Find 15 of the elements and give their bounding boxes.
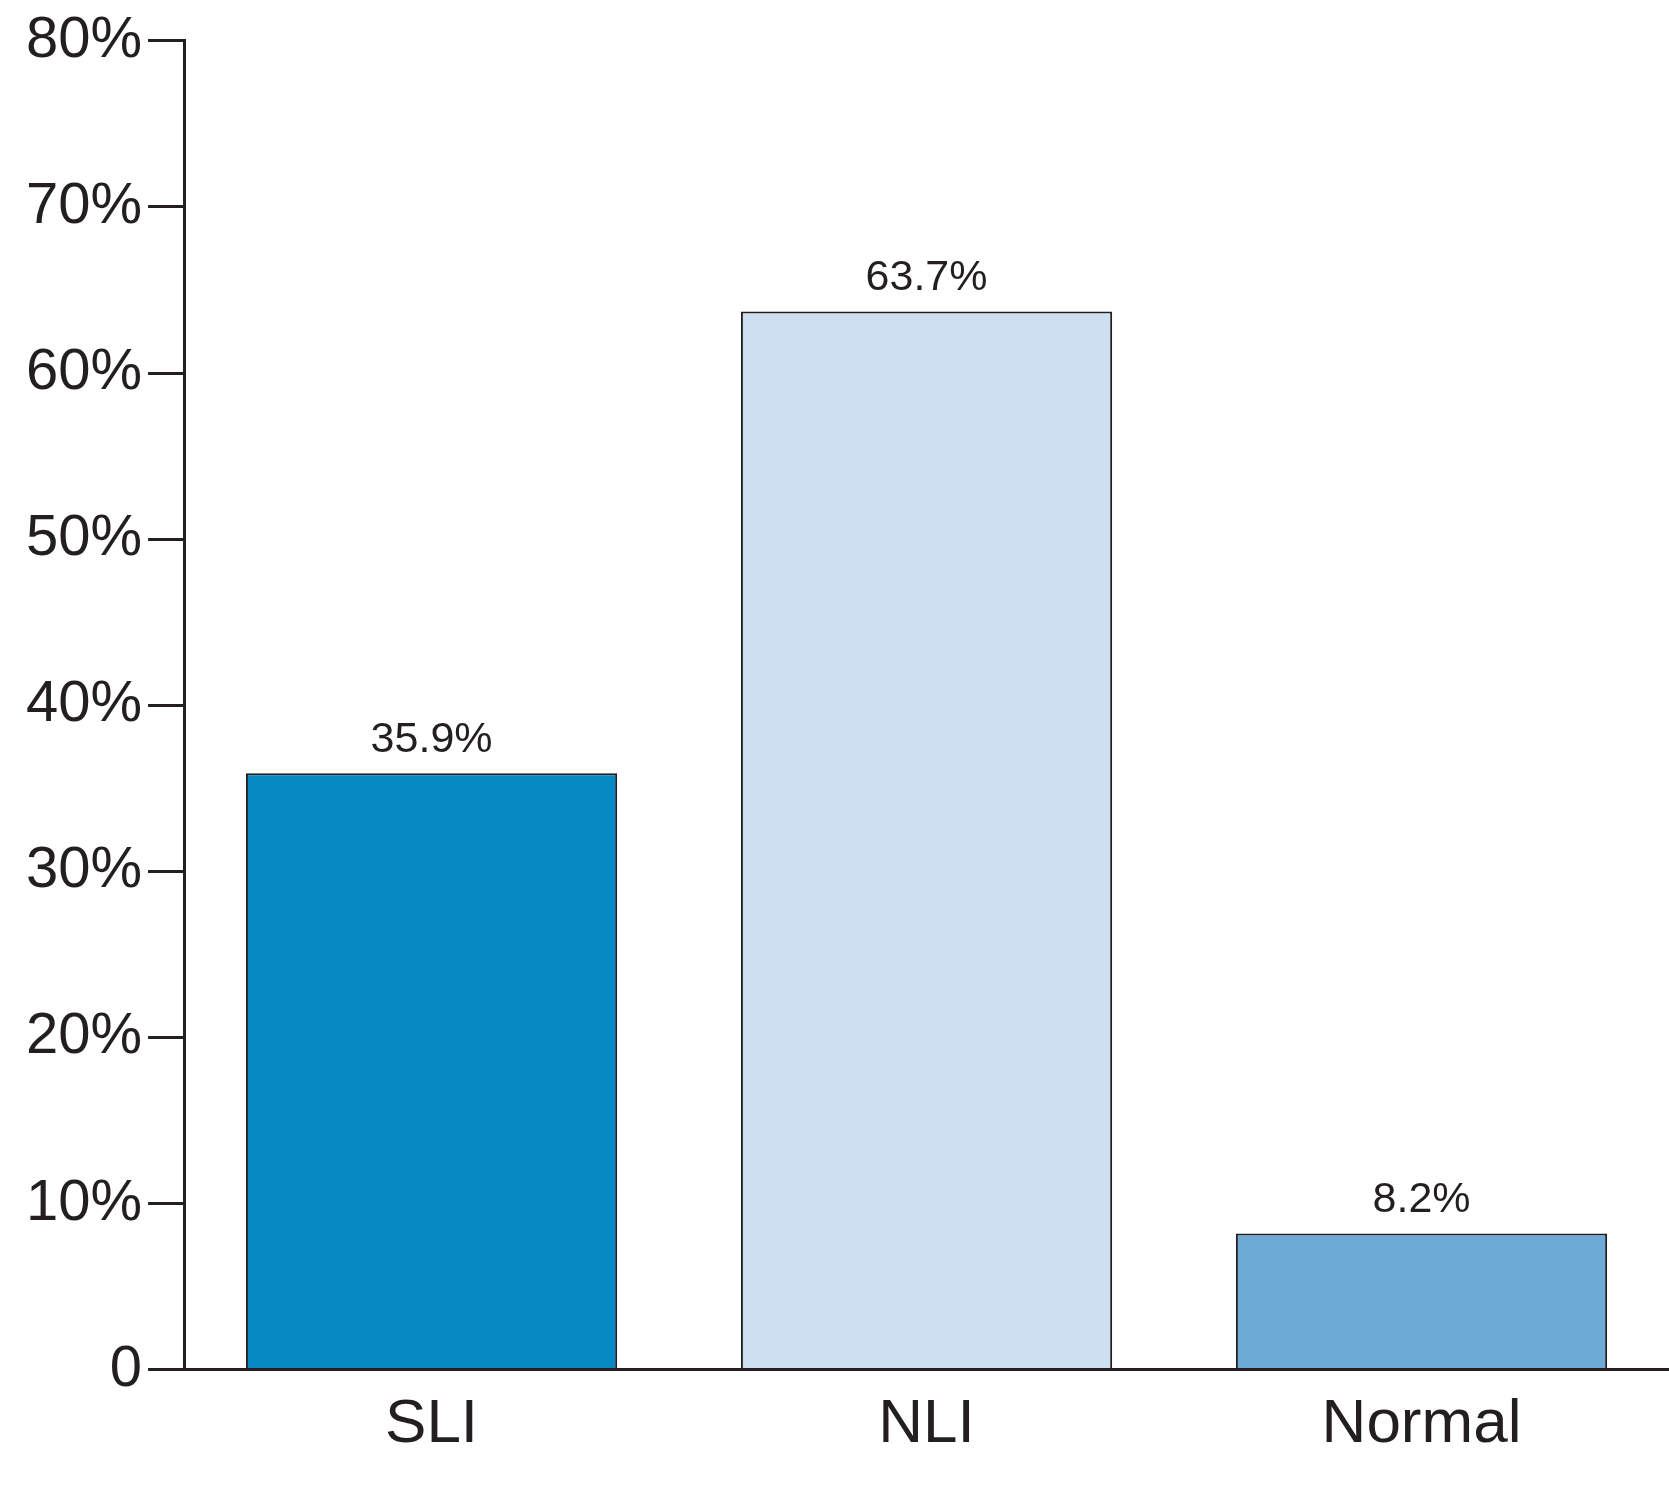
y-tick-label: 0 [109,1332,143,1398]
y-tick-label: 30% [25,834,143,900]
data-label: 35.9% [370,712,493,761]
x-tick-label: NLI [878,1385,975,1455]
y-tick-label: 70% [25,169,143,235]
y-tick-label: 20% [25,1000,143,1066]
y-tick-label: 10% [25,1166,143,1232]
y-tick-label: 50% [25,502,143,568]
y-tick-label: 60% [25,336,143,401]
data-label: 8.2% [1372,1172,1471,1221]
y-tick-label: 80% [25,3,143,69]
y-tick-label: 40% [25,668,143,734]
data-label: 63.7% [865,250,988,299]
x-tick-label: Normal [1321,1385,1522,1455]
x-tick-label: SLI [385,1385,479,1455]
